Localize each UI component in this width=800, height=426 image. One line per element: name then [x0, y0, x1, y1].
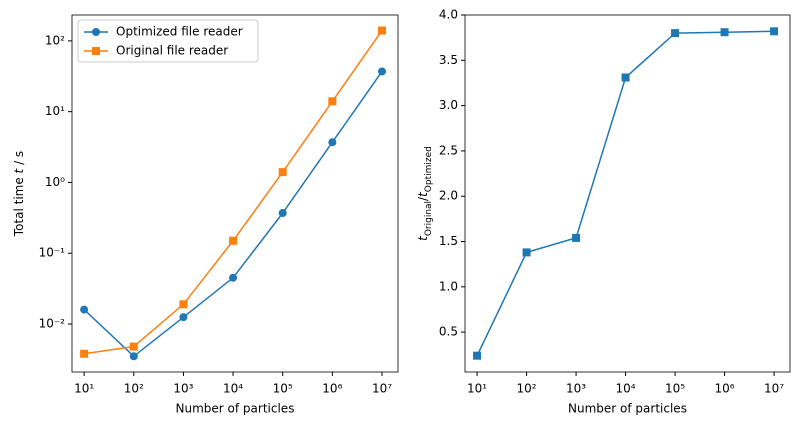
x-tick-label: 10³	[566, 382, 586, 396]
x-tick-label: 10⁵	[273, 382, 293, 396]
marker	[720, 28, 729, 37]
marker	[621, 73, 630, 82]
x-tick-label: 10⁴	[616, 382, 636, 396]
x-axis-label: Number of particles	[176, 402, 295, 416]
marker	[80, 305, 89, 314]
y-axis-label-part: t	[416, 235, 430, 241]
series-line	[84, 30, 383, 355]
marker	[129, 342, 138, 351]
x-tick-label: 10⁶	[715, 382, 735, 396]
x-tick-label: 10⁷	[372, 382, 392, 396]
marker	[572, 233, 581, 242]
x-tick-label: 10¹	[467, 382, 487, 396]
y-axis-label-part: Original	[424, 201, 434, 236]
marker	[278, 168, 287, 177]
x-tick-label: 10²	[124, 382, 144, 396]
y-axis-label-part: Total time	[12, 173, 26, 237]
marker	[378, 67, 387, 76]
marker	[129, 352, 138, 361]
marker	[328, 138, 337, 147]
x-tick-label: 10⁵	[665, 382, 685, 396]
x-tick-label: 10²	[517, 382, 537, 396]
y-tick-label: 2.0	[439, 189, 458, 203]
y-axis-label-part: Optimized	[424, 146, 434, 192]
y-tick-label: 10²	[45, 33, 65, 47]
y-tick-label: 10⁰	[45, 175, 65, 189]
x-tick-label: 10⁷	[764, 382, 784, 396]
y-tick-label: 10⁻¹	[39, 246, 66, 260]
y-tick-label: 3.5	[439, 53, 458, 67]
y-tick-label: 1.0	[439, 279, 458, 293]
marker	[179, 313, 188, 322]
marker	[179, 300, 188, 309]
x-tick-label: 10¹	[74, 382, 94, 396]
y-axis-label: Total time t / s	[12, 151, 26, 237]
x-tick-label: 10⁶	[322, 382, 342, 396]
y-tick-label: 1.5	[439, 234, 458, 248]
y-axis-label-part: t	[12, 167, 26, 173]
legend-marker	[92, 47, 100, 55]
y-axis-label: tOriginal/tOptimized	[416, 146, 434, 241]
marker	[229, 273, 238, 282]
marker	[770, 27, 779, 36]
legend-label: Optimized file reader	[116, 25, 243, 39]
marker	[278, 209, 287, 218]
series-line	[83, 71, 383, 358]
legend-box	[77, 19, 259, 63]
y-axis-label-part: / s	[12, 151, 26, 169]
y-tick-label: 10⁻²	[39, 317, 66, 331]
y-tick-label: 4.0	[439, 8, 458, 22]
marker	[229, 236, 238, 245]
legend-label: Original file reader	[116, 44, 228, 58]
marker	[328, 97, 337, 106]
y-axis-label-part: t	[416, 191, 430, 197]
marker	[378, 26, 387, 35]
legend-marker	[92, 28, 100, 36]
plot-frame	[71, 14, 399, 373]
subplot: 10¹ 10² 10³ 10⁴ 10⁵ 10⁶ 10⁷ 0.5 1.0 1.5 2.0 2.5 3.0 3…	[416, 8, 791, 416]
y-tick-label: 2.5	[439, 143, 458, 157]
y-tick-label: 0.5	[439, 325, 458, 339]
x-axis-label: Number of particles	[568, 402, 687, 416]
marker	[522, 248, 531, 257]
y-axis-label-part: /	[416, 196, 430, 201]
marker	[671, 29, 680, 38]
y-tick-label: 10¹	[45, 104, 65, 118]
marker	[80, 349, 89, 358]
x-tick-label: 10³	[173, 382, 193, 396]
marker	[473, 351, 482, 360]
y-tick-label: 3.0	[439, 98, 458, 112]
x-tick-label: 10⁴	[223, 382, 243, 396]
subplot: 10¹ 10² 10³ 10⁴ 10⁵ 10⁶ 10⁷ 10⁻² 10⁻¹ 10⁰ 10¹ 10² Nu…	[12, 14, 399, 416]
plot-frame	[464, 14, 791, 373]
